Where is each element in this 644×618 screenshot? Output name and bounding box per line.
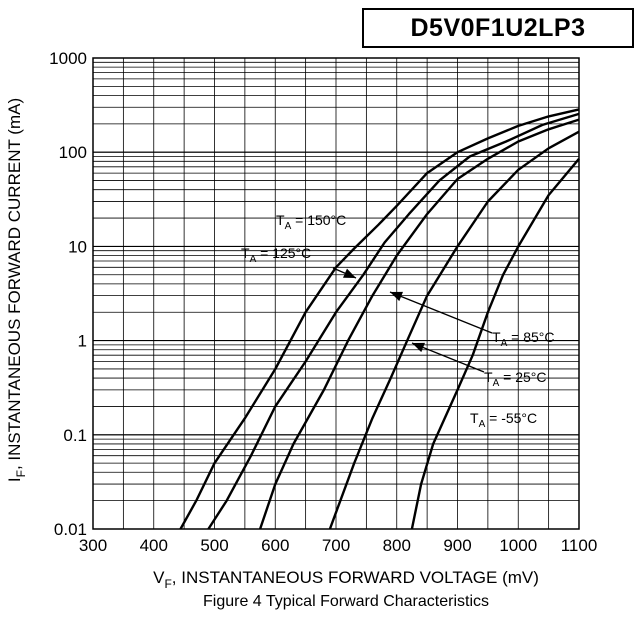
y-axis-label-main: I <box>5 477 24 482</box>
part-number: D5V0F1U2LP3 <box>410 13 586 42</box>
curve-125c <box>207 112 580 530</box>
annotations: TA = 150°C TA = 125°C TA = 85°C TA = 25°C TA… <box>241 212 554 430</box>
x-tick-label: 900 <box>443 536 471 555</box>
arrow-85c <box>389 291 493 334</box>
y-tick-label: 0.01 <box>54 520 87 539</box>
y-tick-label: 1000 <box>49 49 87 68</box>
label-125c: TA = 125°C <box>241 245 311 265</box>
grid <box>93 58 579 529</box>
curve-minus55c <box>410 158 580 530</box>
x-tick-label: 800 <box>383 536 411 555</box>
x-tick-label: 1100 <box>561 536 598 555</box>
figure-title: Figure 4 Typical Forward Characteristics <box>203 593 489 610</box>
y-tick-label: 1 <box>78 332 87 351</box>
x-tick-label: 500 <box>200 536 228 555</box>
y-tick-label: 100 <box>59 143 87 162</box>
x-axis-label-rest: , INSTANTANEOUS FORWARD VOLTAGE (mV) <box>172 568 539 587</box>
y-tick-label: 0.1 <box>63 426 87 445</box>
curve-85c <box>258 118 580 530</box>
curve-150c <box>179 108 580 530</box>
x-axis-label: VF, INSTANTANEOUS FORWARD VOLTAGE (mV) <box>153 568 539 591</box>
curve-25c <box>328 130 580 530</box>
x-tick-label: 1000 <box>499 536 537 555</box>
x-tick-label: 400 <box>140 536 168 555</box>
arrow-25c <box>411 342 485 373</box>
curves <box>179 108 580 530</box>
y-tick-label: 10 <box>68 237 87 256</box>
label-minus55c: TA = -55°C <box>470 410 537 430</box>
x-tick-label: 300 <box>79 536 107 555</box>
label-150c: TA = 150°C <box>276 212 346 232</box>
label-25c: TA = 25°C <box>484 369 546 389</box>
x-tick-label: 700 <box>322 536 350 555</box>
tick-labels: 300 400 500 600 700 800 900 1000 1100 0.01 0.1 1 10 1… <box>49 49 597 555</box>
y-axis-label: IF, INSTANTANEOUS FORWARD CURRENT (mA) <box>5 98 28 482</box>
arrowhead-125c <box>343 268 356 278</box>
arrowhead-85c <box>390 291 403 302</box>
x-tick-label: 600 <box>261 536 289 555</box>
label-85c: TA = 85°C <box>492 329 554 349</box>
x-axis-label-sub: F <box>164 577 171 591</box>
arrowhead-25c <box>412 342 425 353</box>
y-axis-label-sub: F <box>14 470 28 477</box>
plot-frame <box>92 57 580 530</box>
part-number-box: D5V0F1U2LP3 <box>362 8 634 48</box>
y-axis-label-rest: , INSTANTANEOUS FORWARD CURRENT (mA) <box>5 98 24 470</box>
x-axis-label-main: V <box>153 568 165 587</box>
